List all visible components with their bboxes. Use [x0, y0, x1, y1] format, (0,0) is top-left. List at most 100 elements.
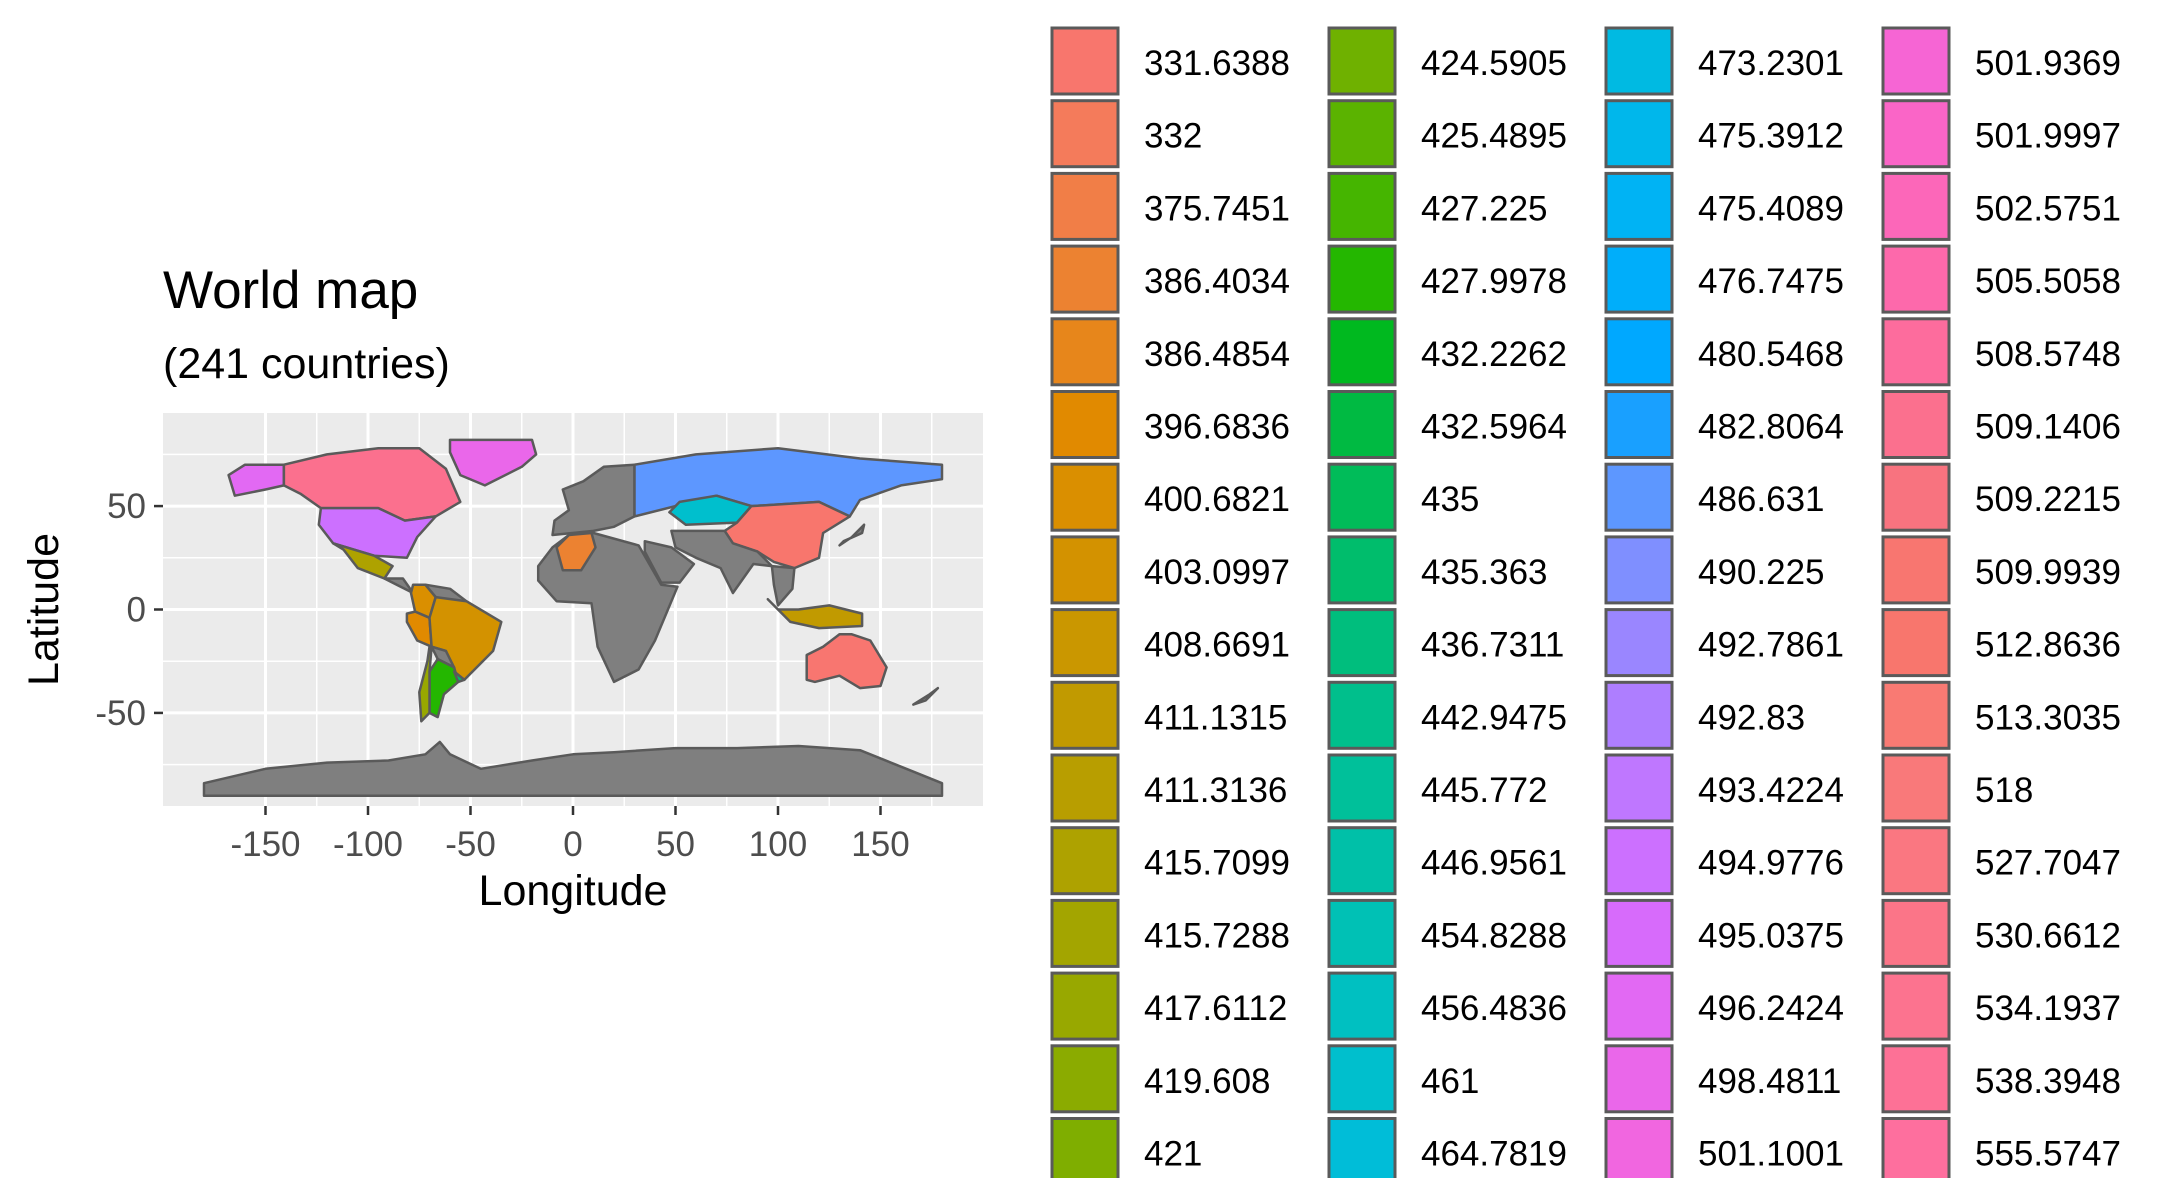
- legend-key: [1604, 1044, 1674, 1114]
- legend-key: [1050, 608, 1120, 678]
- legend-label: 375.7451: [1144, 189, 1290, 228]
- legend-label: 473.2301: [1698, 44, 1844, 83]
- legend-key: [1604, 898, 1674, 968]
- legend-label: 509.9939: [1975, 553, 2121, 592]
- legend-key: [1327, 680, 1397, 750]
- legend-key: [1050, 99, 1120, 169]
- legend-label: 486.631: [1698, 480, 1825, 519]
- x-axis-label: Longitude: [479, 867, 668, 915]
- country-united-states: [317, 506, 437, 560]
- legend-label: 490.225: [1698, 553, 1825, 592]
- legend-label: 411.1315: [1144, 698, 1287, 737]
- legend-label: 419.608: [1144, 1062, 1271, 1101]
- legend-label: 411.3136: [1144, 771, 1287, 810]
- legend-label: 494.9776: [1698, 844, 1844, 883]
- legend-key: [1604, 317, 1674, 387]
- legend-key: [1050, 1117, 1120, 1178]
- legend-label: 475.3912: [1698, 117, 1844, 156]
- legend-key: [1050, 898, 1120, 968]
- legend-key: [1604, 99, 1674, 169]
- legend-label: 534.1937: [1975, 989, 2121, 1028]
- legend-key: [1881, 826, 1951, 896]
- country-chile: [418, 645, 433, 723]
- legend-key: [1881, 244, 1951, 314]
- legend-key: [1327, 26, 1397, 96]
- legend-label: 415.7099: [1144, 844, 1290, 883]
- country-greenland: [448, 438, 538, 487]
- legend-label: 527.7047: [1975, 844, 2121, 883]
- legend-label: 509.2215: [1975, 480, 2121, 519]
- legend-label: 386.4034: [1144, 262, 1290, 301]
- legend-label: 417.6112: [1144, 989, 1287, 1028]
- legend-key: [1327, 171, 1397, 241]
- legend-label: 509.1406: [1975, 408, 2121, 447]
- legend-label: 436.7311: [1421, 626, 1564, 665]
- legend-label: 435.363: [1421, 553, 1548, 592]
- legend-key: [1050, 826, 1120, 896]
- legend-key: [1881, 971, 1951, 1041]
- legend-key: [1604, 608, 1674, 678]
- legend-label: 446.9561: [1421, 844, 1567, 883]
- legend-key: [1327, 971, 1397, 1041]
- legend-label: 396.6836: [1144, 408, 1290, 447]
- y-tick-label: 50: [107, 487, 146, 526]
- legend-label: 505.5058: [1975, 262, 2121, 301]
- legend-key: [1881, 390, 1951, 459]
- legend-key: [1050, 26, 1120, 96]
- legend-label: 432.2262: [1421, 335, 1567, 374]
- legend-key: [1327, 535, 1397, 605]
- legend-label: 476.7475: [1698, 262, 1844, 301]
- legend-key: [1327, 390, 1397, 459]
- y-axis-label: Latitude: [20, 533, 68, 686]
- legend-label: 442.9475: [1421, 698, 1567, 737]
- legend-key: [1604, 390, 1674, 459]
- legend-label: 435: [1421, 480, 1479, 519]
- legend-key: [1327, 608, 1397, 678]
- x-tick-label: -150: [230, 825, 300, 864]
- legend-label: 421: [1144, 1135, 1202, 1174]
- legend-label: 445.772: [1421, 771, 1548, 810]
- x-tick-label: -100: [333, 825, 403, 864]
- country-arabia: [643, 539, 696, 584]
- legend-label: 427.225: [1421, 189, 1548, 228]
- legend-label: 493.4224: [1698, 771, 1844, 810]
- legend-label: 501.9997: [1975, 117, 2121, 156]
- chart-title: World map: [163, 261, 419, 320]
- legend-key: [1050, 171, 1120, 241]
- legend-key: [1881, 535, 1951, 605]
- legend-label: 502.5751: [1975, 189, 2121, 228]
- country-europe: [551, 463, 636, 537]
- legend-label: 427.9978: [1421, 262, 1567, 301]
- legend-key: [1881, 171, 1951, 241]
- legend-label: 496.2424: [1698, 989, 1844, 1028]
- legend-key: [1327, 753, 1397, 823]
- legend-key: [1881, 753, 1951, 823]
- legend-key: [1881, 680, 1951, 750]
- legend-key: [1881, 462, 1951, 532]
- legend-key: [1327, 317, 1397, 387]
- legend-key: [1327, 462, 1397, 532]
- legend-key: [1881, 1044, 1951, 1114]
- legend-key: [1327, 898, 1397, 968]
- y-tick-label: -50: [95, 694, 146, 733]
- legend-key: [1604, 826, 1674, 896]
- country-japan: [838, 523, 866, 547]
- legend-label: 530.6612: [1975, 916, 2121, 955]
- legend-key: [1604, 971, 1674, 1041]
- legend-label: 403.0997: [1144, 553, 1290, 592]
- legend-label: 415.7288: [1144, 916, 1290, 955]
- x-tick-label: 50: [656, 825, 695, 864]
- legend-key: [1604, 26, 1674, 96]
- x-tick-label: -50: [445, 825, 496, 864]
- legend-key: [1327, 244, 1397, 314]
- country-south-asia: [670, 529, 774, 595]
- legend-key: [1881, 99, 1951, 169]
- legend-key: [1881, 1117, 1951, 1178]
- legend-label: 538.3948: [1975, 1062, 2121, 1101]
- legend-key: [1881, 26, 1951, 96]
- legend-key: [1327, 1044, 1397, 1114]
- legend-key: [1881, 317, 1951, 387]
- legend-label: 386.4854: [1144, 335, 1290, 374]
- legend-key: [1050, 244, 1120, 314]
